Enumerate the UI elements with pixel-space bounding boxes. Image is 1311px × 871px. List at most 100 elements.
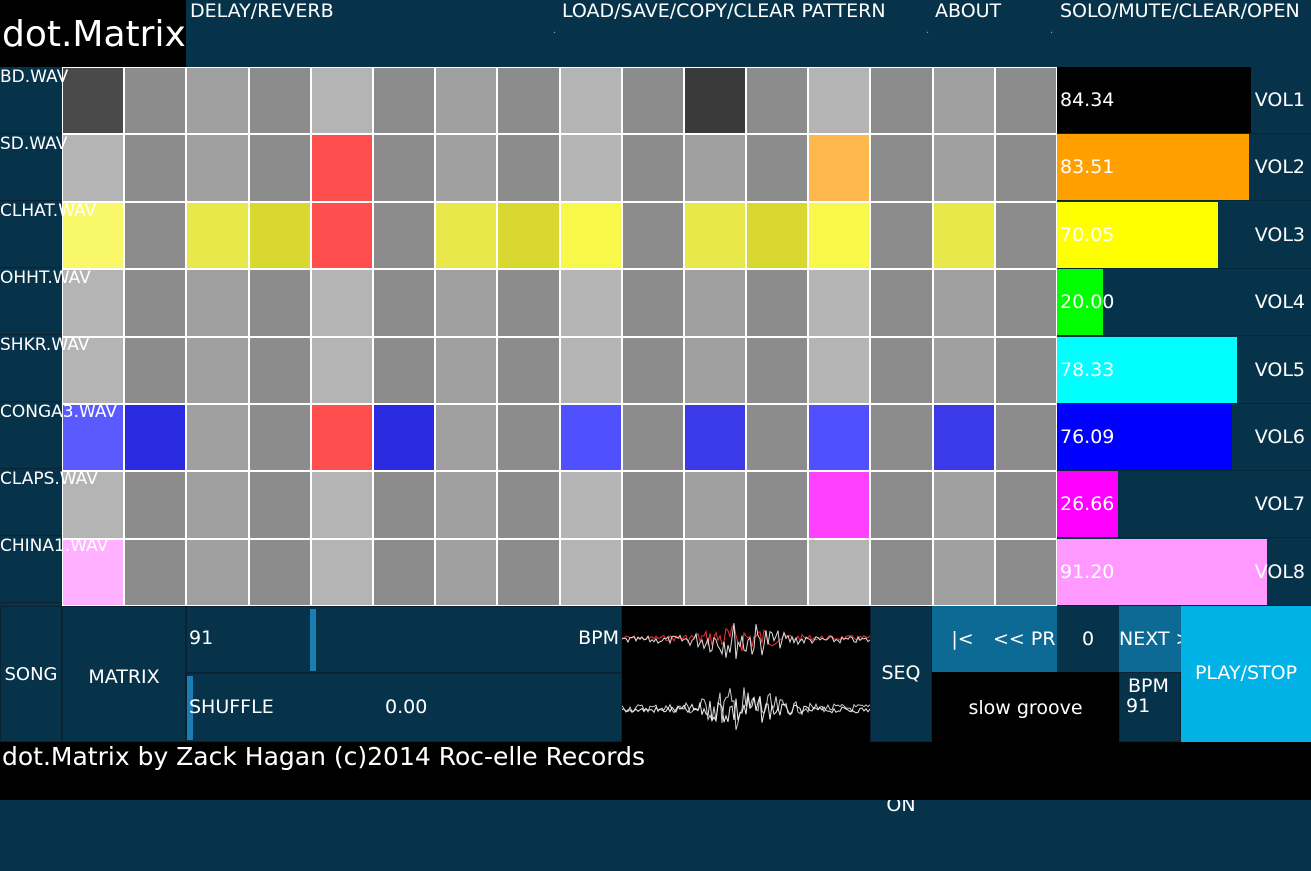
step-cell[interactable] bbox=[621, 403, 684, 472]
step-cell[interactable] bbox=[310, 471, 373, 539]
menu-load-save-pattern[interactable]: LOAD/SAVE/COPY/CLEAR PATTERN bbox=[562, 0, 886, 22]
step-cell[interactable] bbox=[497, 201, 560, 270]
step-cell[interactable] bbox=[808, 336, 871, 404]
track-label-1[interactable]: BD.WAV bbox=[0, 67, 68, 134]
step-cell[interactable] bbox=[372, 403, 436, 472]
volume-slider-2[interactable]: 83.51 VOL2 bbox=[1057, 134, 1311, 202]
step-cell[interactable] bbox=[621, 269, 684, 337]
volume-slider-3[interactable]: 70.05 VOL3 bbox=[1057, 201, 1311, 269]
volume-slider-8[interactable]: 91.20 VOL8 bbox=[1057, 538, 1311, 606]
step-cell[interactable] bbox=[683, 538, 747, 606]
step-cell[interactable] bbox=[372, 336, 436, 404]
step-cell[interactable] bbox=[932, 269, 995, 337]
step-cell[interactable] bbox=[435, 201, 498, 270]
seq-on-button[interactable]: SEQ ON bbox=[870, 606, 932, 816]
step-cell[interactable] bbox=[248, 538, 311, 606]
step-cell[interactable] bbox=[683, 201, 747, 270]
bpm-slider[interactable]: 91 BPM bbox=[186, 606, 622, 673]
step-cell[interactable] bbox=[372, 538, 436, 606]
step-cell[interactable] bbox=[559, 471, 622, 539]
step-cell[interactable] bbox=[62, 201, 125, 270]
step-cell[interactable] bbox=[124, 201, 187, 270]
step-cell[interactable] bbox=[186, 201, 249, 270]
step-cell[interactable] bbox=[372, 471, 436, 539]
volume-slider-5[interactable]: 78.33 VOL5 bbox=[1057, 336, 1311, 404]
menu-solo-mute-clear-open[interactable]: SOLO/MUTE/CLEAR/OPEN bbox=[1060, 0, 1300, 22]
volume-slider-7[interactable]: 26.66 VOL7 bbox=[1057, 471, 1311, 539]
step-cell[interactable] bbox=[435, 134, 498, 202]
bpm-slider-thumb[interactable] bbox=[310, 609, 316, 671]
step-cell[interactable] bbox=[186, 336, 249, 404]
step-cell[interactable] bbox=[435, 403, 498, 472]
step-cell[interactable] bbox=[808, 201, 871, 270]
step-cell[interactable] bbox=[435, 67, 498, 135]
step-cell[interactable] bbox=[683, 67, 747, 135]
step-cell[interactable] bbox=[124, 134, 187, 202]
first-pattern-button[interactable]: |< bbox=[932, 606, 993, 672]
step-cell[interactable] bbox=[62, 134, 125, 202]
step-cell[interactable] bbox=[124, 336, 187, 404]
step-cell[interactable] bbox=[62, 403, 125, 472]
step-cell[interactable] bbox=[870, 269, 933, 337]
step-cell[interactable] bbox=[683, 134, 747, 202]
step-cell[interactable] bbox=[559, 336, 622, 404]
step-cell[interactable] bbox=[870, 336, 933, 404]
step-cell[interactable] bbox=[932, 336, 995, 404]
step-cell[interactable] bbox=[248, 471, 311, 539]
step-cell[interactable] bbox=[435, 471, 498, 539]
step-cell[interactable] bbox=[746, 201, 809, 270]
track-label-2[interactable]: SD.WAV bbox=[0, 134, 67, 201]
track-label-5[interactable]: SHKR.WAV bbox=[0, 335, 89, 402]
volume-slider-1[interactable]: 84.34 VOL1 bbox=[1057, 67, 1311, 134]
track-label-6[interactable]: CONGA3.WAV bbox=[0, 402, 117, 469]
track-label-4[interactable]: OHHT.WAV bbox=[0, 268, 91, 335]
shuffle-slider-thumb[interactable] bbox=[187, 676, 193, 740]
step-cell[interactable] bbox=[683, 471, 747, 539]
step-cell[interactable] bbox=[248, 134, 311, 202]
shuffle-slider[interactable]: SHUFFLE 0.00 bbox=[186, 673, 622, 742]
step-cell[interactable] bbox=[808, 134, 871, 202]
step-cell[interactable] bbox=[994, 336, 1057, 404]
step-cell[interactable] bbox=[559, 538, 622, 606]
step-cell[interactable] bbox=[497, 538, 560, 606]
step-cell[interactable] bbox=[808, 538, 871, 606]
matrix-button[interactable]: MATRIX bbox=[62, 606, 186, 742]
menu-about[interactable]: ABOUT bbox=[935, 0, 1002, 22]
step-cell[interactable] bbox=[808, 269, 871, 337]
step-cell[interactable] bbox=[621, 471, 684, 539]
step-cell[interactable] bbox=[435, 336, 498, 404]
step-cell[interactable] bbox=[746, 269, 809, 337]
step-cell[interactable] bbox=[559, 269, 622, 337]
step-cell[interactable] bbox=[435, 269, 498, 337]
step-cell[interactable] bbox=[746, 403, 809, 472]
step-cell[interactable] bbox=[310, 336, 373, 404]
step-cell[interactable] bbox=[62, 471, 125, 539]
step-cell[interactable] bbox=[435, 538, 498, 606]
step-cell[interactable] bbox=[870, 201, 933, 270]
step-cell[interactable] bbox=[62, 538, 125, 606]
step-cell[interactable] bbox=[808, 403, 871, 472]
step-cell[interactable] bbox=[186, 538, 249, 606]
step-cell[interactable] bbox=[932, 134, 995, 202]
step-cell[interactable] bbox=[994, 201, 1057, 270]
step-cell[interactable] bbox=[994, 134, 1057, 202]
step-cell[interactable] bbox=[932, 201, 995, 270]
step-cell[interactable] bbox=[124, 269, 187, 337]
step-cell[interactable] bbox=[994, 538, 1057, 606]
step-cell[interactable] bbox=[62, 336, 125, 404]
step-cell[interactable] bbox=[621, 67, 684, 135]
step-cell[interactable] bbox=[870, 538, 933, 606]
step-cell[interactable] bbox=[124, 403, 187, 472]
step-cell[interactable] bbox=[310, 67, 373, 135]
step-cell[interactable] bbox=[994, 269, 1057, 337]
menu-delay-reverb[interactable]: DELAY/REVERB bbox=[190, 0, 334, 22]
step-cell[interactable] bbox=[683, 336, 747, 404]
volume-slider-6[interactable]: 76.09 VOL6 bbox=[1057, 404, 1311, 471]
step-cell[interactable] bbox=[746, 336, 809, 404]
step-cell[interactable] bbox=[497, 336, 560, 404]
step-cell[interactable] bbox=[683, 403, 747, 472]
step-cell[interactable] bbox=[870, 471, 933, 539]
step-cell[interactable] bbox=[310, 269, 373, 337]
step-cell[interactable] bbox=[994, 67, 1057, 135]
step-cell[interactable] bbox=[62, 269, 125, 337]
